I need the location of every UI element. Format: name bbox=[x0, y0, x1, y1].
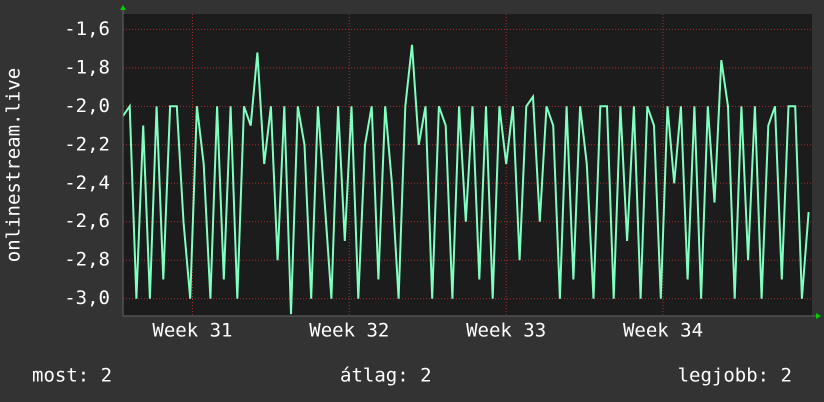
x-tick-label: Week 31 bbox=[152, 320, 232, 342]
y-tick-label: -2,8 bbox=[64, 249, 110, 271]
x-axis-arrow bbox=[816, 313, 821, 319]
data-line bbox=[122, 44, 810, 315]
x-tick-label: Week 32 bbox=[309, 320, 389, 342]
y-axis-label: onlinestream.live bbox=[3, 68, 25, 262]
footer-best: legjobb: 2 bbox=[678, 365, 792, 387]
x-tick-label: Week 34 bbox=[623, 320, 703, 342]
y-axis-arrow bbox=[120, 5, 126, 10]
y-tick-label: -1,6 bbox=[64, 18, 110, 40]
footer-current: most: 2 bbox=[32, 365, 112, 387]
footer-average: átlag: 2 bbox=[340, 365, 432, 387]
plot-area bbox=[123, 14, 812, 316]
y-tick-label: -3,0 bbox=[64, 287, 110, 309]
y-tick-label: -1,8 bbox=[64, 56, 110, 78]
x-tick-label: Week 33 bbox=[466, 320, 546, 342]
y-tick-label: -2,2 bbox=[64, 133, 110, 155]
y-tick-label: -2,6 bbox=[64, 210, 110, 232]
y-tick-label: -2,0 bbox=[64, 95, 110, 117]
y-tick-label: -2,4 bbox=[64, 172, 110, 194]
